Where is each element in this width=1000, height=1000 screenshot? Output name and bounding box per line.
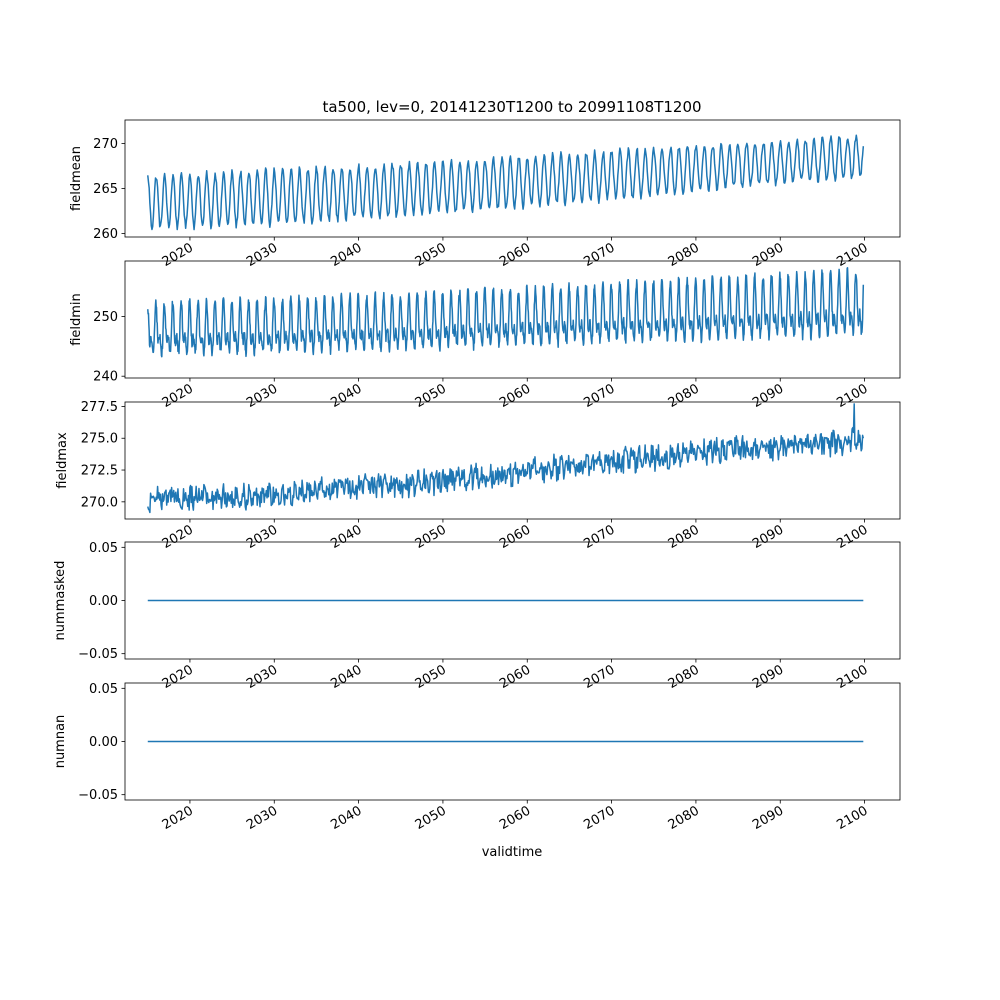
axes-frame xyxy=(124,119,901,238)
y-tick-label: 275.0 xyxy=(81,432,118,447)
y-axis-label: fieldmin xyxy=(69,293,84,346)
figure-title: ta500, lev=0, 20141230T1200 to 20991108T… xyxy=(322,98,701,116)
y-tick-label: −0.05 xyxy=(78,647,118,662)
y-tick-label: 270 xyxy=(93,137,118,152)
x-axis-label: validtime xyxy=(482,845,543,860)
y-tick-label: 270.0 xyxy=(81,495,118,510)
y-axis-label: fieldmax xyxy=(55,432,70,489)
series-line-fieldmin xyxy=(147,267,865,358)
y-axis-label: numnan xyxy=(53,715,68,769)
y-tick-label: 0.05 xyxy=(89,541,118,556)
y-tick-label: 0.00 xyxy=(89,735,118,750)
y-axis-label: fieldmean xyxy=(69,146,84,211)
y-tick-label: −0.05 xyxy=(78,788,118,803)
y-tick-label: 0.00 xyxy=(89,594,118,609)
y-tick-label: 240 xyxy=(93,370,118,385)
y-tick-label: 272.5 xyxy=(81,464,118,479)
y-tick-label: 250 xyxy=(93,310,118,325)
y-tick-label: 277.5 xyxy=(81,400,118,415)
y-tick-label: 0.05 xyxy=(89,682,118,697)
y-axis-label: nummasked xyxy=(53,561,68,641)
axes-frame xyxy=(124,260,901,379)
series-line-fieldmean xyxy=(147,134,865,231)
axes-frame xyxy=(124,401,901,520)
series-line-fieldmax xyxy=(147,403,865,514)
y-tick-label: 265 xyxy=(93,182,118,197)
y-tick-label: 260 xyxy=(93,227,118,242)
